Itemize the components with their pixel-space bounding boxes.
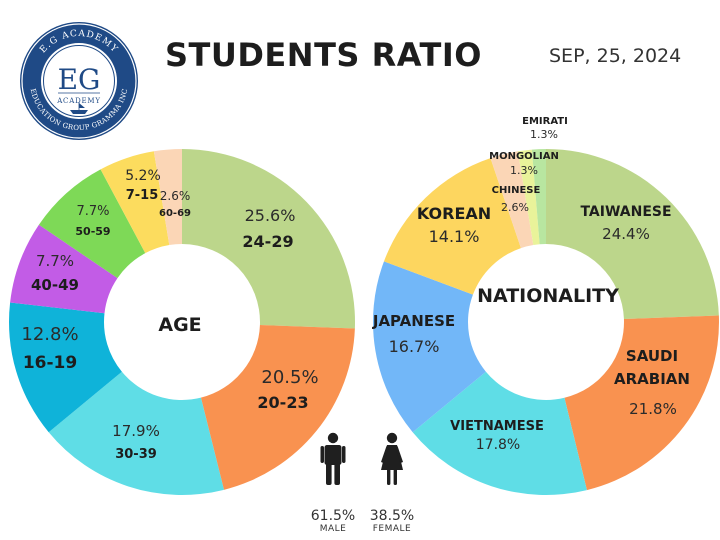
male-icon	[320, 432, 346, 485]
female-icon	[381, 432, 403, 485]
report-date: SEP, 25, 2024	[549, 45, 682, 67]
slice-korean-percent: 14.1%	[429, 227, 480, 246]
slice-vietnamese-label: VIETNAMESE	[450, 419, 544, 434]
age-donut-chart: 25.6% 24-29 20.5% 20-23 17.9% 30-39 12.8% 16-19…	[9, 149, 355, 495]
slice-60-69-label: 60-69	[159, 208, 191, 219]
slice-taiwanese-percent: 24.4%	[602, 225, 650, 243]
slice-taiwanese-label: TAIWANESE	[580, 204, 671, 220]
slice-saudi-arabian	[564, 315, 719, 491]
slice-40-49	[10, 224, 118, 314]
slice-24-29-label: 24-29	[242, 232, 293, 251]
slice-saudi-arabian-label: SAUDI	[626, 347, 678, 365]
svg-text:ACADEMY: ACADEMY	[56, 97, 101, 105]
slice-50-59	[38, 169, 146, 279]
slice-40-49-label: 40-49	[31, 276, 79, 294]
slice-saudi-arabian-label-line2: ARABIAN	[614, 370, 690, 388]
slice-chinese-percent: 2.6%	[501, 201, 529, 214]
gender-male: 61.5% MALE	[308, 508, 358, 534]
slice-24-29	[182, 149, 355, 329]
svg-text:EG: EG	[58, 63, 101, 96]
slice-japanese-percent: 16.7%	[389, 337, 440, 356]
slice-saudi-arabian-percent: 21.8%	[629, 400, 677, 418]
female-label: FEMALE	[372, 524, 412, 534]
slice-7-15-label: 7-15	[126, 188, 159, 203]
slice-60-69	[153, 149, 182, 246]
slice-mongolian	[517, 149, 540, 246]
nationality-donut-chart: 24.4% TAIWANESE 21.8% SAUDI ARABIAN 17.8% VIET…	[372, 116, 719, 495]
chart-center-title: NATIONALITY	[477, 285, 619, 307]
slice-16-19-percent: 12.8%	[21, 324, 78, 345]
chart-center-title: AGE	[158, 314, 201, 336]
slice-20-23-percent: 20.5%	[261, 367, 318, 388]
slice-7-15-percent: 5.2%	[125, 168, 161, 184]
slice-korean	[383, 158, 521, 295]
slice-chinese	[490, 151, 534, 249]
slice-7-15	[100, 151, 170, 254]
slice-16-19-label: 16-19	[23, 353, 77, 373]
slice-chinese-label: CHINESE	[492, 185, 541, 196]
slice-japanese-label: JAPANESE	[372, 312, 455, 330]
slice-korean-label: KOREAN	[417, 204, 491, 223]
slice-mongolian-label: MONGOLIAN	[489, 151, 559, 162]
slice-emirati-label: EMIRATI	[522, 116, 568, 127]
slice-30-39-label: 30-39	[115, 447, 157, 462]
slice-24-29-percent: 25.6%	[245, 206, 296, 225]
slice-japanese	[372, 261, 486, 433]
slice-30-39-percent: 17.9%	[112, 422, 160, 440]
slice-50-59-label: 50-59	[75, 225, 110, 238]
slice-emirati-percent: 1.3%	[530, 128, 558, 141]
slice-30-39	[48, 371, 224, 495]
male-percent: 61.5%	[310, 508, 356, 524]
slice-vietnamese-percent: 17.8%	[476, 437, 520, 453]
slice-40-49-percent: 7.7%	[36, 252, 74, 270]
gender-female: 38.5% FEMALE	[364, 508, 420, 534]
page-title: STUDENTS RATIO	[165, 36, 482, 74]
slice-20-23	[200, 324, 355, 490]
female-percent: 38.5%	[369, 508, 415, 524]
slice-emirati	[531, 149, 546, 245]
slice-taiwanese	[546, 149, 719, 320]
slice-20-23-label: 20-23	[257, 393, 308, 412]
slice-50-59-percent: 7.7%	[76, 204, 109, 219]
male-label: MALE	[319, 524, 347, 534]
slice-16-19	[9, 302, 122, 433]
slice-vietnamese	[412, 371, 587, 495]
slice-60-69-percent: 2.6%	[160, 189, 191, 203]
eg-academy-logo: E.G ACADEMY EDUCATION GROUP GRAMMA INC E…	[20, 22, 138, 140]
slice-mongolian-percent: 1.3%	[510, 164, 538, 177]
